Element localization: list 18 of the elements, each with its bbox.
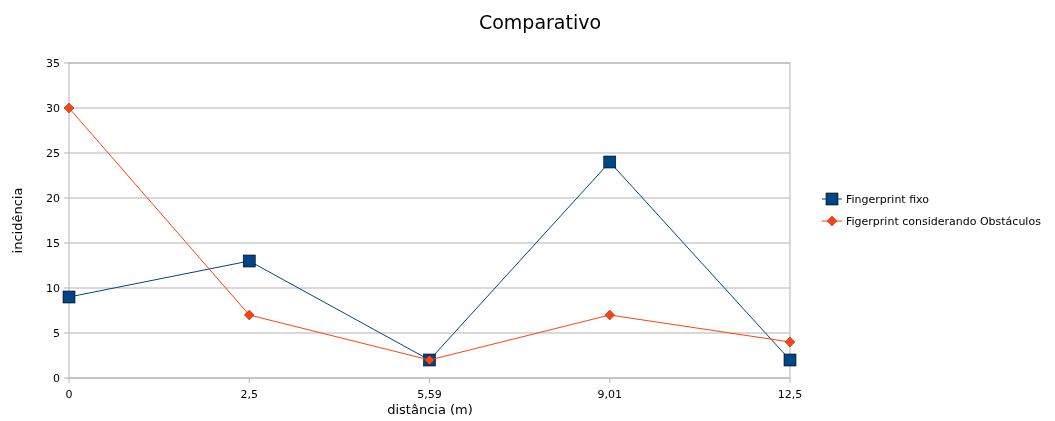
chart-title: Comparativo [478,11,602,33]
legend-label: Fingerprint fixo [846,193,930,206]
y-tick-label: 35 [46,57,60,70]
x-tick-label: 5,59 [417,388,442,401]
y-tick-label: 20 [46,192,60,205]
y-axis-title: incidência [10,187,25,254]
x-tick-label: 2,5 [240,388,258,401]
y-tick-label: 30 [46,102,60,115]
y-tick-label: 10 [46,282,60,295]
x-tick-label: 9,01 [597,388,622,401]
y-tick-label: 25 [46,147,60,160]
x-tick-label: 12,5 [777,388,803,401]
y-tick-label: 0 [53,372,60,385]
x-axis-title: distância (m) [387,402,473,417]
legend-label: Figerprint considerando Obstáculos [846,215,1042,228]
y-tick-label: 5 [53,327,60,340]
x-tick-label: 0 [65,388,73,401]
y-tick-label: 15 [46,237,60,250]
